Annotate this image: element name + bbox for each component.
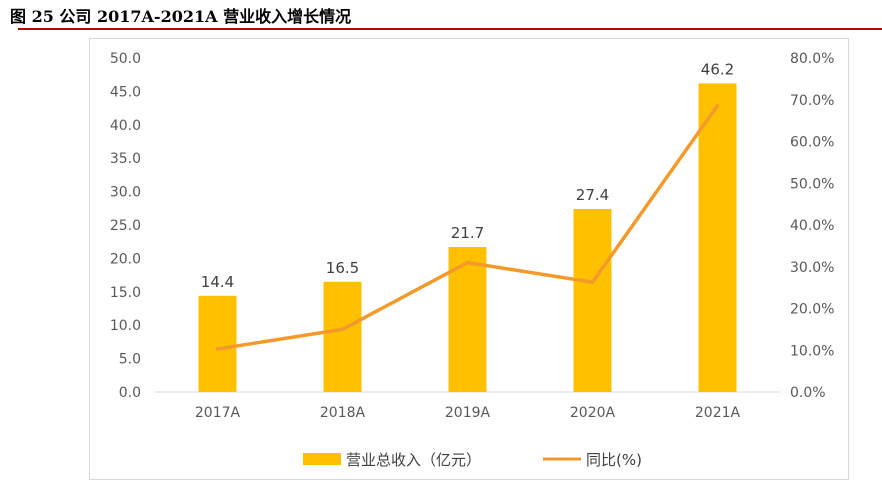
bar-data-label: 46.2 <box>701 60 734 78</box>
yoy-point <box>466 261 469 265</box>
left-tick-label: 5.0 <box>119 352 141 368</box>
left-tick-label: 15.0 <box>110 285 141 301</box>
x-tick-label: 2017A <box>195 405 241 421</box>
legend-swatch-revenue <box>303 453 341 465</box>
bar-data-label: 21.7 <box>451 224 484 242</box>
x-tick-label: 2021A <box>695 405 741 421</box>
left-tick-label: 30.0 <box>110 185 141 201</box>
right-tick-label: 50.0% <box>790 176 834 192</box>
right-tick-label: 30.0% <box>790 260 834 276</box>
bar <box>573 208 612 392</box>
line-series <box>215 103 720 351</box>
bar-data-label: 16.5 <box>326 259 359 277</box>
right-tick-label: 80.0% <box>790 51 834 67</box>
bar <box>323 281 362 392</box>
bar-series <box>198 83 737 392</box>
yoy-point <box>716 104 719 108</box>
legend-label-revenue: 营业总收入（亿元） <box>346 451 481 469</box>
x-tick-label: 2020A <box>570 405 616 421</box>
bar <box>198 295 237 392</box>
right-tick-label: 10.0% <box>790 343 834 359</box>
right-tick-label: 0.0% <box>790 385 826 401</box>
bar-data-labels: 14.4 16.5 21.7 27.4 46.2 <box>201 60 734 290</box>
yoy-point <box>341 327 344 331</box>
x-tick-label: 2018A <box>320 405 366 421</box>
left-tick-label: 50.0 <box>110 51 141 67</box>
right-tick-label: 40.0% <box>790 218 834 234</box>
chart-frame <box>89 38 849 480</box>
left-tick-label: 0.0 <box>119 385 141 401</box>
left-tick-label: 25.0 <box>110 218 141 234</box>
x-tick-label: 2019A <box>445 405 491 421</box>
legend-label-yoy: 同比(%) <box>586 451 642 469</box>
title-rule <box>18 28 882 30</box>
left-tick-label: 10.0 <box>110 318 141 334</box>
legend: 营业总收入（亿元） 同比(%) <box>303 451 642 469</box>
left-axis-ticks: 0.0 5.0 10.0 15.0 20.0 25.0 30.0 35.0 40.0 45.0 50… <box>110 51 141 401</box>
right-tick-label: 60.0% <box>790 135 834 151</box>
yoy-point <box>216 347 219 351</box>
left-tick-label: 45.0 <box>110 84 141 100</box>
x-axis-ticks: 2017A 2018A 2019A 2020A 2021A <box>195 405 741 421</box>
left-tick-label: 40.0 <box>110 118 141 134</box>
bar-data-label: 27.4 <box>576 186 609 204</box>
bar <box>698 83 737 392</box>
left-tick-label: 20.0 <box>110 251 141 267</box>
left-tick-label: 35.0 <box>110 151 141 167</box>
right-tick-label: 20.0% <box>790 302 834 318</box>
figure-title: 图 25 公司 2017A-2021A 营业收入增长情况 <box>10 7 352 26</box>
yoy-point <box>591 280 594 284</box>
right-tick-label: 70.0% <box>790 93 834 109</box>
bar-data-label: 14.4 <box>201 273 234 291</box>
right-axis-ticks: 0.0% 10.0% 20.0% 30.0% 40.0% 50.0% 60.0% 70.0% 8… <box>790 51 834 401</box>
